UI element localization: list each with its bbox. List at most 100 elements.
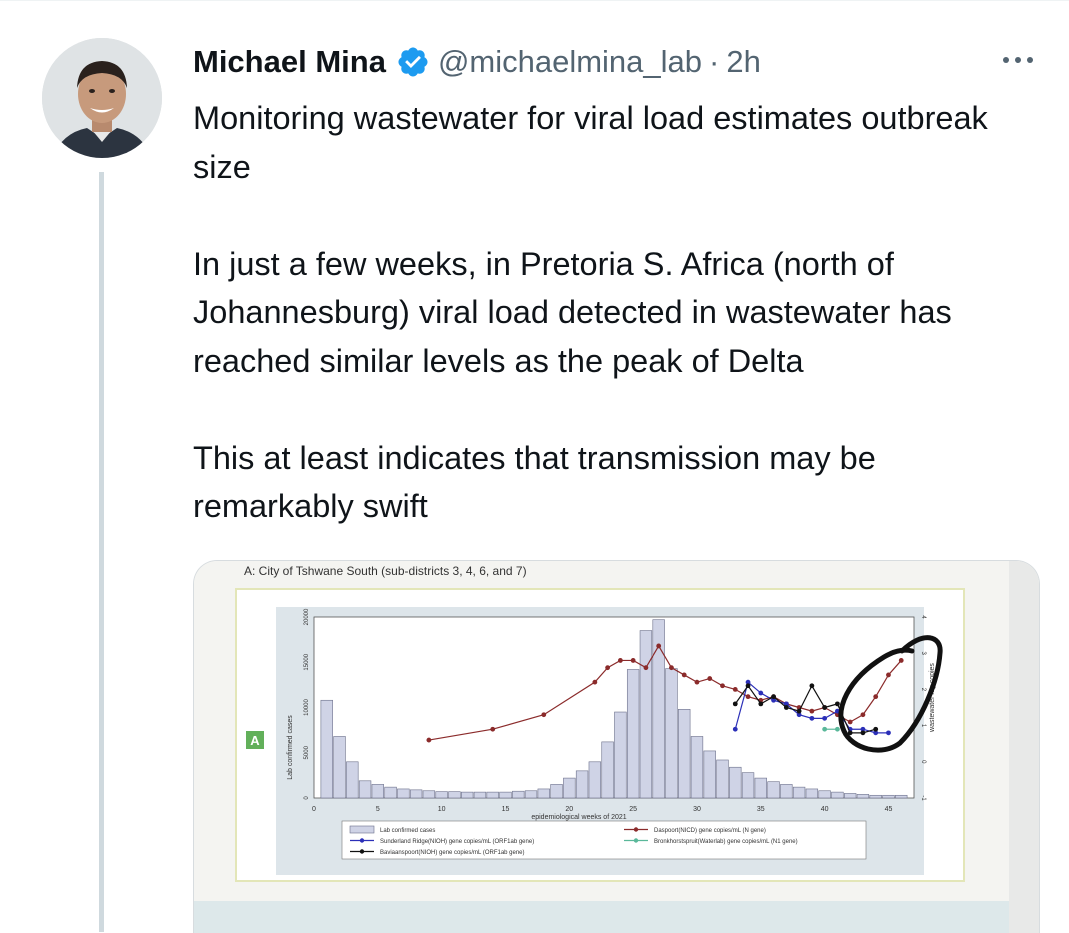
case-bar — [792, 786, 806, 799]
wastewater-point — [796, 712, 802, 718]
thread-line — [99, 172, 104, 932]
case-bar — [512, 790, 525, 799]
case-bar — [346, 761, 359, 799]
case-bar — [703, 750, 716, 799]
wastewater-point — [873, 726, 879, 732]
case-bar — [537, 788, 550, 799]
case-bar — [729, 766, 742, 799]
case-bar — [461, 791, 474, 799]
case-bar — [716, 759, 729, 799]
x-tick-label: 35 — [757, 806, 765, 813]
wastewater-point — [809, 683, 815, 689]
verified-badge-icon — [398, 47, 428, 77]
case-bar — [741, 772, 755, 799]
case-bar — [869, 794, 882, 799]
y2-tick-label: 1 — [920, 724, 926, 728]
tweet-paragraph: In just a few weeks, in Pretoria S. Afri… — [193, 245, 952, 379]
x-tick-label: 30 — [693, 806, 701, 813]
wastewater-point — [809, 708, 815, 714]
wastewater-point — [720, 683, 725, 689]
x-tick-label: 0 — [312, 806, 316, 813]
wastewater-point — [694, 679, 700, 685]
case-bar — [614, 711, 627, 799]
case-bar — [588, 761, 602, 799]
wastewater-point — [847, 719, 853, 725]
case-bar — [409, 789, 423, 799]
wastewater-point — [732, 726, 738, 732]
case-bar — [320, 699, 333, 799]
x-tick-label: 40 — [821, 806, 829, 813]
legend-box — [341, 820, 867, 860]
case-bar — [639, 630, 653, 799]
wastewater-point — [847, 730, 853, 736]
case-bar — [550, 784, 563, 799]
x-tick-label: 10 — [438, 806, 446, 813]
y-tick-label: 0 — [304, 796, 310, 800]
wastewater-point — [732, 687, 738, 692]
wastewater-point — [745, 679, 751, 685]
case-bar — [601, 741, 614, 799]
wastewater-point — [643, 665, 649, 671]
legend-swatch-marker — [633, 838, 639, 843]
y-axis-label: Lab confirmed cases — [287, 715, 294, 780]
y2-tick-label: 0 — [920, 760, 926, 764]
tweet-media-image[interactable]: A: City of Tshwane South (sub-districts … — [193, 560, 1040, 933]
legend-label: Daspoort(NICD) gene copies/mL (N gene) — [654, 828, 766, 834]
wastewater-point — [490, 726, 496, 732]
case-bar — [397, 788, 410, 799]
case-bar — [499, 791, 512, 799]
x-tick-label: 25 — [629, 806, 637, 813]
y2-tick-label: 2 — [920, 688, 926, 692]
wastewater-point — [771, 697, 776, 703]
case-bar — [652, 619, 665, 799]
wastewater-point — [758, 690, 764, 696]
legend-swatch-marker — [359, 838, 365, 843]
wastewater-point — [898, 658, 904, 663]
author-handle[interactable]: @michaelmina_lab — [437, 44, 703, 79]
y2-tick-label: 4 — [920, 615, 926, 619]
wastewater-point — [605, 665, 611, 671]
y-tick-label: 5000 — [304, 745, 310, 759]
legend-swatch-marker — [633, 827, 639, 832]
case-bar — [448, 791, 461, 799]
y-tick-label: 10000 — [304, 698, 310, 715]
wastewater-point — [426, 737, 432, 743]
wastewater-point — [656, 643, 662, 649]
avatar[interactable] — [42, 38, 162, 158]
wastewater-point — [783, 701, 789, 707]
case-bar — [371, 784, 385, 799]
wastewater-point — [860, 730, 866, 736]
author-name[interactable]: Michael Mina — [193, 44, 386, 79]
case-bar — [665, 668, 678, 799]
panel-tag: A — [250, 733, 260, 748]
x-tick-label: 20 — [565, 806, 573, 813]
tweet-timestamp[interactable]: 2h — [726, 44, 761, 79]
case-bar — [626, 669, 640, 799]
wastewater-point — [860, 712, 866, 718]
wastewater-point — [809, 715, 815, 721]
wastewater-point — [669, 665, 674, 671]
wastewater-point — [835, 726, 840, 732]
case-bar — [856, 794, 870, 799]
wastewater-point — [592, 679, 598, 685]
wastewater-point — [873, 730, 879, 736]
case-bar — [358, 780, 372, 799]
wastewater-point — [630, 658, 636, 663]
case-bar — [563, 777, 576, 799]
y2-axis-label: wastewater log copies — [929, 663, 936, 733]
y2-tick-label: 3 — [920, 652, 926, 656]
wastewater-point — [886, 730, 891, 736]
tweet-paragraph: Monitoring wastewater for viral load est… — [193, 100, 988, 185]
case-bar — [767, 781, 780, 799]
panel-tag-box — [246, 731, 264, 749]
legend-swatch-marker — [359, 849, 365, 854]
wastewater-point — [617, 658, 623, 663]
wastewater-point — [822, 705, 828, 710]
x-tick-label: 45 — [885, 806, 893, 813]
wastewater-point — [707, 676, 713, 681]
wastewater-point — [783, 705, 789, 710]
wastewater-point — [541, 712, 547, 718]
wastewater-point — [886, 672, 891, 678]
more-options-icon[interactable] — [998, 48, 1038, 72]
legend-label: Bronkhorstspruit(Waterlab) gene copies/m… — [654, 839, 798, 845]
